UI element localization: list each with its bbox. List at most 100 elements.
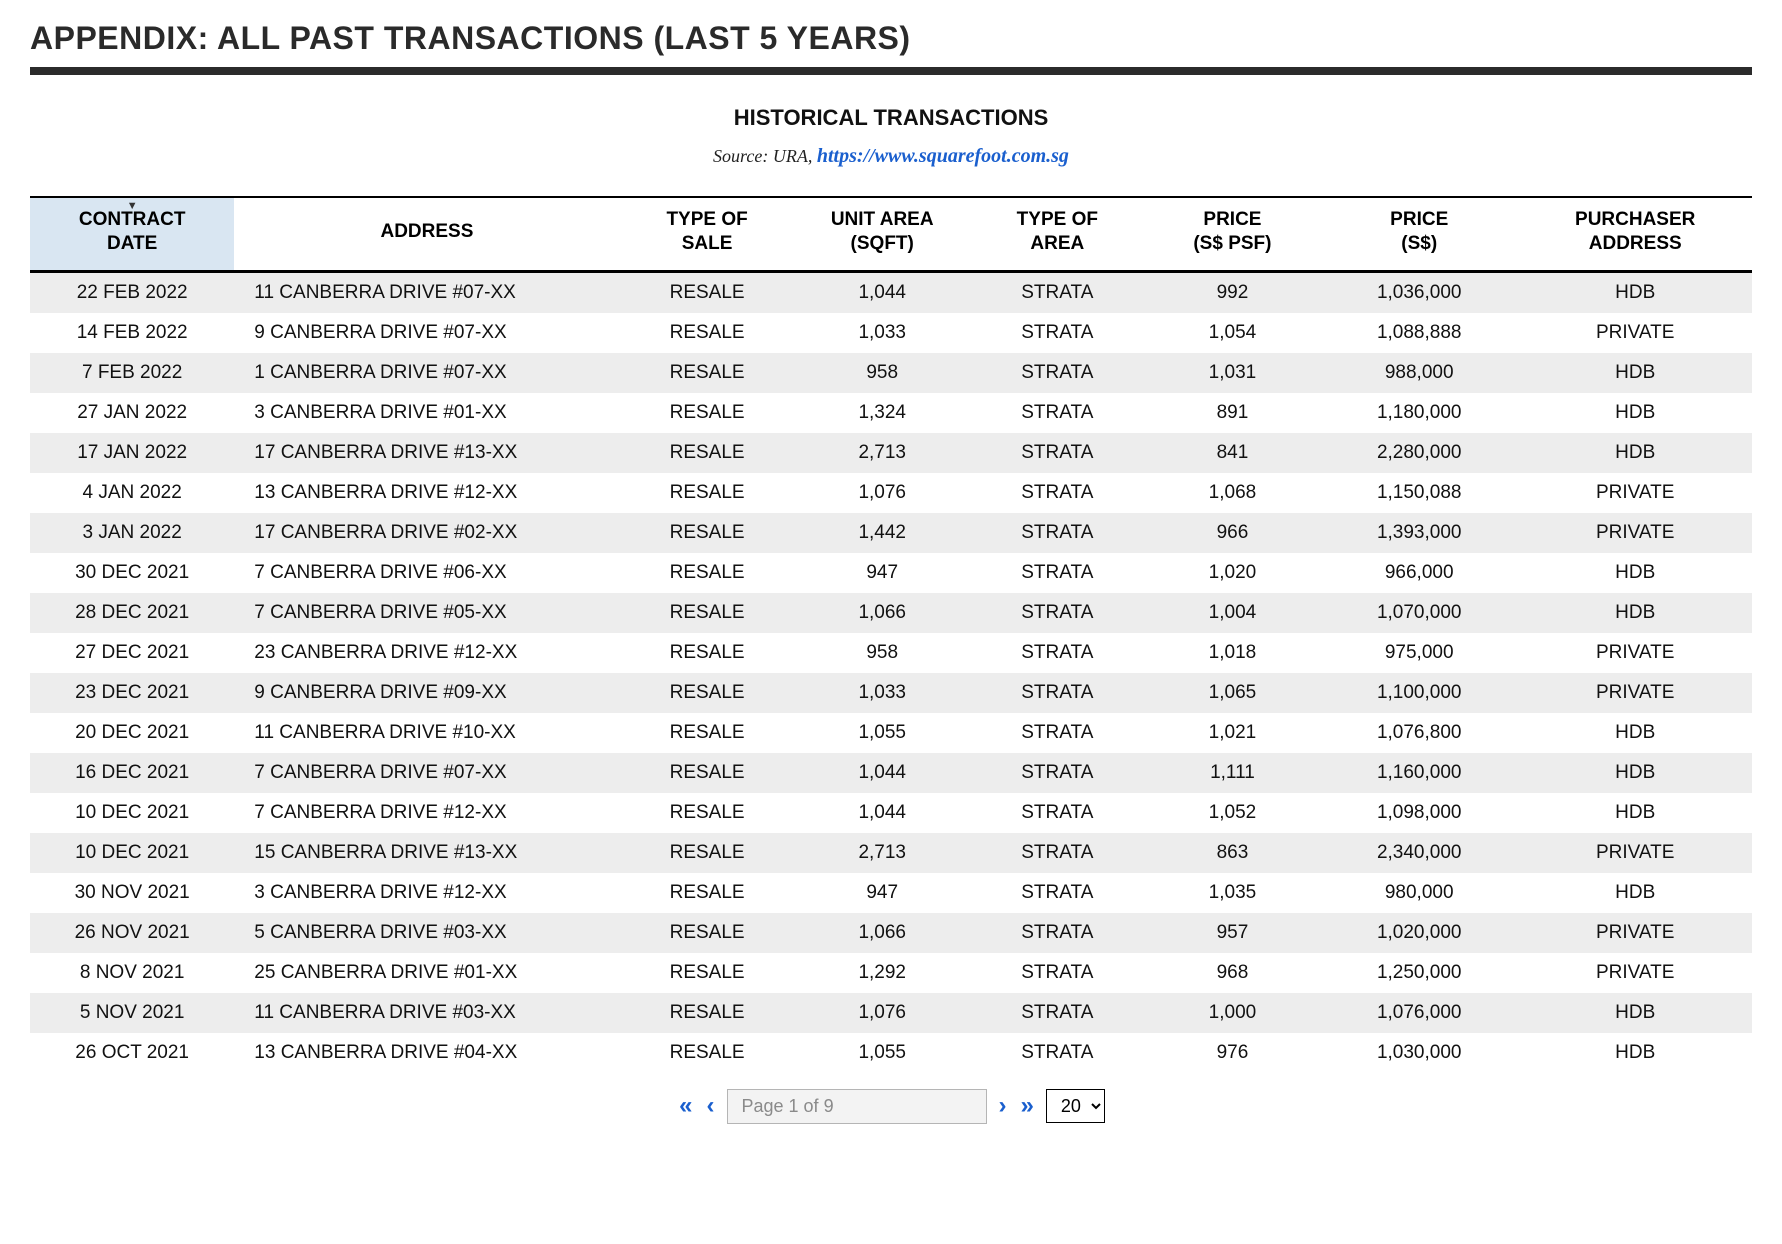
table-cell: 15 CANBERRA DRIVE #13-XX — [234, 833, 619, 873]
table-cell: 1,030,000 — [1320, 1033, 1518, 1073]
table-cell: 30 NOV 2021 — [30, 873, 234, 913]
source-link[interactable]: https://www.squarefoot.com.sg — [817, 145, 1069, 167]
page-size-select[interactable]: 20 — [1046, 1089, 1105, 1123]
table-cell: 1,052 — [1145, 793, 1320, 833]
table-cell: 947 — [795, 873, 970, 913]
table-cell: 11 CANBERRA DRIVE #07-XX — [234, 271, 619, 313]
table-row: 30 DEC 20217 CANBERRA DRIVE #06-XXRESALE… — [30, 553, 1752, 593]
next-page-button[interactable]: › — [997, 1094, 1009, 1118]
table-cell: 2,713 — [795, 833, 970, 873]
table-row: 26 OCT 202113 CANBERRA DRIVE #04-XXRESAL… — [30, 1033, 1752, 1073]
column-header[interactable]: PRICE(S$ PSF) — [1145, 197, 1320, 271]
table-body: 22 FEB 202211 CANBERRA DRIVE #07-XXRESAL… — [30, 271, 1752, 1073]
table-cell: 841 — [1145, 433, 1320, 473]
column-header-text: DATE — [107, 233, 157, 254]
table-cell: 17 CANBERRA DRIVE #13-XX — [234, 433, 619, 473]
first-page-button[interactable]: « — [677, 1094, 694, 1118]
table-cell: RESALE — [620, 713, 795, 753]
title-divider — [30, 67, 1752, 75]
table-cell: 9 CANBERRA DRIVE #07-XX — [234, 313, 619, 353]
table-cell: 3 CANBERRA DRIVE #01-XX — [234, 393, 619, 433]
table-cell: 1,031 — [1145, 353, 1320, 393]
table-cell: 1,035 — [1145, 873, 1320, 913]
column-header[interactable]: UNIT AREA (SQFT) — [795, 197, 970, 271]
table-cell: HDB — [1518, 553, 1752, 593]
page-title: APPENDIX: ALL PAST TRANSACTIONS (LAST 5 … — [30, 20, 1752, 57]
table-cell: HDB — [1518, 593, 1752, 633]
table-cell: 25 CANBERRA DRIVE #01-XX — [234, 953, 619, 993]
table-cell: 1,036,000 — [1320, 271, 1518, 313]
table-cell: RESALE — [620, 793, 795, 833]
table-cell: 891 — [1145, 393, 1320, 433]
table-cell: 7 CANBERRA DRIVE #05-XX — [234, 593, 619, 633]
table-cell: 14 FEB 2022 — [30, 313, 234, 353]
table-cell: PRIVATE — [1518, 313, 1752, 353]
table-cell: 3 JAN 2022 — [30, 513, 234, 553]
table-row: 4 JAN 202213 CANBERRA DRIVE #12-XXRESALE… — [30, 473, 1752, 513]
table-row: 16 DEC 20217 CANBERRA DRIVE #07-XXRESALE… — [30, 753, 1752, 793]
column-header-text: UNIT AREA — [831, 209, 934, 230]
table-cell: STRATA — [970, 793, 1145, 833]
table-cell: 11 CANBERRA DRIVE #03-XX — [234, 993, 619, 1033]
table-cell: HDB — [1518, 793, 1752, 833]
table-cell: STRATA — [970, 673, 1145, 713]
table-cell: HDB — [1518, 433, 1752, 473]
table-cell: 1,100,000 — [1320, 673, 1518, 713]
table-row: 10 DEC 20217 CANBERRA DRIVE #12-XXRESALE… — [30, 793, 1752, 833]
table-cell: RESALE — [620, 271, 795, 313]
table-cell: 1,000 — [1145, 993, 1320, 1033]
column-header[interactable]: ▼CONTRACTDATE — [30, 197, 234, 271]
section-subtitle: HISTORICAL TRANSACTIONS — [30, 105, 1752, 131]
column-header[interactable]: PURCHASERADDRESS — [1518, 197, 1752, 271]
column-header-text: (S$) — [1401, 233, 1437, 254]
column-header[interactable]: TYPE OFSALE — [620, 197, 795, 271]
table-cell: HDB — [1518, 713, 1752, 753]
table-cell: 30 DEC 2021 — [30, 553, 234, 593]
table-cell: 23 DEC 2021 — [30, 673, 234, 713]
table-row: 20 DEC 202111 CANBERRA DRIVE #10-XXRESAL… — [30, 713, 1752, 753]
table-cell: RESALE — [620, 433, 795, 473]
last-page-button[interactable]: » — [1019, 1094, 1036, 1118]
table-cell: STRATA — [970, 593, 1145, 633]
table-row: 22 FEB 202211 CANBERRA DRIVE #07-XXRESAL… — [30, 271, 1752, 313]
table-cell: PRIVATE — [1518, 913, 1752, 953]
prev-page-button[interactable]: ‹ — [705, 1094, 717, 1118]
table-row: 27 DEC 202123 CANBERRA DRIVE #12-XXRESAL… — [30, 633, 1752, 673]
table-cell: 13 CANBERRA DRIVE #12-XX — [234, 473, 619, 513]
table-cell: 1,088,888 — [1320, 313, 1518, 353]
column-header-text: (SQFT) — [851, 233, 914, 254]
table-cell: 1,076,000 — [1320, 993, 1518, 1033]
table-cell: RESALE — [620, 553, 795, 593]
table-cell: 17 JAN 2022 — [30, 433, 234, 473]
column-header[interactable]: PRICE(S$) — [1320, 197, 1518, 271]
table-cell: 1,098,000 — [1320, 793, 1518, 833]
table-cell: 5 CANBERRA DRIVE #03-XX — [234, 913, 619, 953]
table-cell: 2,340,000 — [1320, 833, 1518, 873]
table-cell: STRATA — [970, 993, 1145, 1033]
table-cell: 1,065 — [1145, 673, 1320, 713]
table-cell: 1,324 — [795, 393, 970, 433]
table-row: 5 NOV 202111 CANBERRA DRIVE #03-XXRESALE… — [30, 993, 1752, 1033]
table-cell: 1,393,000 — [1320, 513, 1518, 553]
table-row: 7 FEB 20221 CANBERRA DRIVE #07-XXRESALE9… — [30, 353, 1752, 393]
table-row: 30 NOV 20213 CANBERRA DRIVE #12-XXRESALE… — [30, 873, 1752, 913]
column-header[interactable]: TYPE OFAREA — [970, 197, 1145, 271]
table-cell: PRIVATE — [1518, 513, 1752, 553]
table-cell: STRATA — [970, 913, 1145, 953]
table-cell: 992 — [1145, 271, 1320, 313]
table-cell: HDB — [1518, 271, 1752, 313]
table-cell: 1,292 — [795, 953, 970, 993]
column-header-text: ADDRESS — [380, 221, 473, 242]
column-header[interactable]: ADDRESS — [234, 197, 619, 271]
table-cell: 28 DEC 2021 — [30, 593, 234, 633]
table-cell: 1,033 — [795, 673, 970, 713]
transactions-table: ▼CONTRACTDATEADDRESSTYPE OFSALEUNIT AREA… — [30, 196, 1752, 1073]
column-header-text: (S$ PSF) — [1193, 233, 1271, 254]
table-cell: 968 — [1145, 953, 1320, 993]
table-cell: STRATA — [970, 393, 1145, 433]
table-cell: 947 — [795, 553, 970, 593]
table-cell: 1,160,000 — [1320, 753, 1518, 793]
page-indicator: Page 1 of 9 — [727, 1089, 987, 1124]
table-cell: 1,044 — [795, 271, 970, 313]
table-cell: STRATA — [970, 873, 1145, 913]
